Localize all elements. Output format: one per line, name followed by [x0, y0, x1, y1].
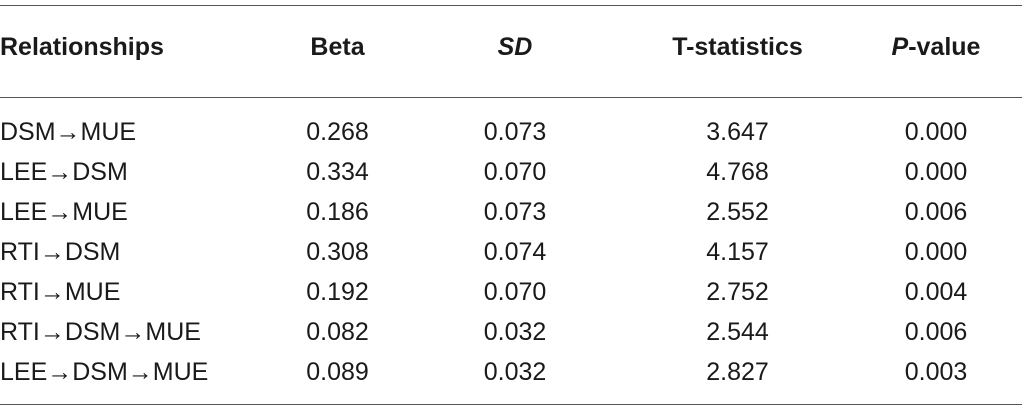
header-sd: SD	[497, 32, 533, 61]
cell-beta: 0.089	[306, 357, 369, 386]
table-row: LEE→MUE 0.186 0.073 2.552 0.006	[0, 192, 1022, 232]
cell-sd: 0.074	[483, 237, 547, 266]
cell-relationship: DSM→MUE	[0, 117, 137, 146]
cell-beta: 0.186	[306, 197, 369, 226]
cell-sd: 0.032	[483, 357, 547, 386]
cell-p-value: 0.006	[904, 317, 968, 346]
cell-sd: 0.032	[483, 317, 547, 346]
table-row: RTI→DSM 0.308 0.074 4.157 0.000	[0, 232, 1022, 272]
cell-t-statistic: 3.647	[706, 117, 769, 146]
cell-p-value: 0.000	[904, 117, 968, 146]
cell-beta: 0.334	[306, 157, 369, 186]
header-p-value: P-value	[850, 0, 1022, 92]
cell-t-statistic: 2.827	[706, 357, 769, 386]
cell-beta: 0.308	[306, 237, 369, 266]
cell-p-value: 0.000	[904, 237, 968, 266]
cell-sd: 0.073	[483, 117, 547, 146]
table-row: LEE→DSM 0.334 0.070 4.768 0.000	[0, 152, 1022, 192]
table-top-rule	[0, 5, 1022, 6]
cell-relationship: LEE→MUE	[0, 197, 128, 226]
cell-t-statistic: 2.544	[706, 317, 769, 346]
header-p-rest: -value	[908, 32, 981, 61]
table-row: RTI→MUE 0.192 0.070 2.752 0.004	[0, 272, 1022, 312]
cell-t-statistic: 4.768	[706, 157, 769, 186]
table-row: RTI→DSM→MUE 0.082 0.032 2.544 0.006	[0, 312, 1022, 352]
cell-sd: 0.070	[483, 157, 547, 186]
cell-t-statistic: 4.157	[706, 237, 769, 266]
cell-t-statistic: 2.752	[706, 277, 769, 306]
cell-p-value: 0.003	[904, 357, 968, 386]
cell-relationship: RTI→DSM→MUE	[0, 317, 201, 346]
results-table: Relationships Beta SD T-statistics P-val…	[0, 0, 1022, 392]
cell-beta: 0.192	[306, 277, 369, 306]
cell-relationship: RTI→MUE	[0, 277, 121, 306]
cell-p-value: 0.000	[904, 157, 968, 186]
cell-relationship: LEE→DSM	[0, 157, 128, 186]
cell-beta: 0.268	[306, 117, 369, 146]
cell-relationship: LEE→DSM→MUE	[0, 357, 209, 386]
table-row: DSM→MUE 0.268 0.073 3.647 0.000	[0, 92, 1022, 152]
table-header-rule	[0, 97, 1022, 98]
header-p-italic: P	[891, 32, 909, 61]
table-row: LEE→DSM→MUE 0.089 0.032 2.827 0.003	[0, 352, 1022, 392]
header-relationships: Relationships	[0, 32, 164, 61]
cell-sd: 0.073	[483, 197, 547, 226]
table-bottom-rule	[0, 404, 1022, 405]
cell-beta: 0.082	[306, 317, 369, 346]
cell-t-statistic: 2.552	[706, 197, 769, 226]
header-t-statistics: T-statistics	[672, 32, 803, 61]
cell-sd: 0.070	[483, 277, 547, 306]
table-header-row: Relationships Beta SD T-statistics P-val…	[0, 0, 1022, 92]
cell-p-value: 0.006	[904, 197, 968, 226]
cell-relationship: RTI→DSM	[0, 237, 121, 266]
cell-p-value: 0.004	[904, 277, 968, 306]
header-beta: Beta	[310, 32, 365, 61]
